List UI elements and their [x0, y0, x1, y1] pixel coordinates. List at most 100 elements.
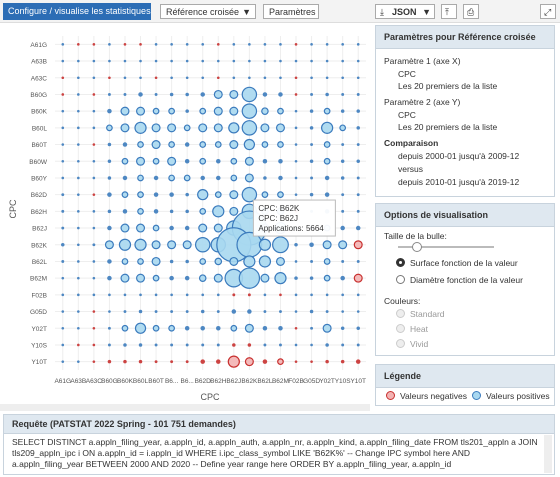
y-tick-label: Y02T	[31, 326, 47, 333]
bubble	[184, 175, 190, 181]
fullscreen-button[interactable]: ⤢	[540, 4, 556, 19]
tab[interactable]: Configure / visualise les statistiques	[3, 3, 151, 20]
scrollbar[interactable]	[0, 404, 370, 411]
query-scrollbar[interactable]	[544, 435, 552, 473]
bubble	[278, 92, 283, 97]
bubble	[264, 76, 267, 79]
bubble	[262, 108, 268, 114]
bubble	[216, 192, 222, 198]
tooltip: CPC: B62KCPC: B62JApplications: 5664	[253, 200, 335, 236]
bubble	[77, 344, 80, 347]
bubble	[263, 359, 268, 364]
bubble	[295, 93, 298, 96]
bubble	[242, 104, 256, 118]
bubble	[185, 326, 190, 331]
bubble	[279, 344, 282, 347]
y-tick-label: F02B	[31, 292, 47, 299]
x-tick-label: B60G	[101, 378, 118, 385]
colors-label: Couleurs:	[384, 296, 420, 306]
x-tick-label: B62D	[195, 378, 212, 385]
legend-swatch	[472, 391, 481, 400]
bubble	[169, 192, 174, 197]
bubble	[263, 92, 268, 97]
bubble	[61, 127, 64, 130]
bubble	[262, 192, 268, 198]
bubble	[123, 176, 128, 181]
bubble	[230, 207, 238, 215]
bubble	[122, 259, 128, 265]
size-area-option[interactable]: Surface fonction de la valeur	[396, 258, 518, 268]
option-text: Heat	[410, 324, 428, 334]
bubble	[108, 360, 111, 363]
param1-field: CPC	[398, 69, 416, 79]
bubble	[186, 310, 189, 313]
bubble	[310, 260, 313, 263]
bubble	[357, 193, 360, 196]
slider-handle[interactable]	[412, 242, 422, 252]
bubble	[357, 43, 360, 46]
mode-select[interactable]: Référence croisée▼	[160, 4, 256, 19]
query-panel: Requête (PATSTAT 2022 Spring - 101 751 d…	[3, 414, 555, 475]
bubble	[184, 125, 190, 131]
upload-button[interactable]: ⤒	[441, 4, 457, 19]
bubble	[325, 176, 330, 181]
bubble	[326, 60, 329, 63]
bubble	[61, 277, 64, 280]
bubble	[341, 143, 344, 146]
bubble	[153, 225, 159, 231]
bubble	[169, 276, 174, 281]
export-select[interactable]: JSON⤓▼	[375, 4, 435, 19]
bubble	[108, 210, 111, 213]
bubble	[154, 192, 159, 197]
scheme-option[interactable]: Standard	[396, 309, 445, 319]
scheme-option[interactable]: Heat	[396, 324, 428, 334]
bubble	[77, 110, 80, 113]
bubble	[107, 125, 113, 131]
comparison-label: Comparaison	[384, 138, 438, 148]
bubble	[275, 273, 286, 284]
bubble	[139, 76, 142, 79]
bubble	[216, 176, 221, 181]
print-button[interactable]: ⎙	[463, 4, 479, 19]
bubble	[294, 243, 297, 246]
bubble	[217, 76, 220, 79]
bubble	[198, 190, 208, 200]
bubble	[93, 177, 96, 180]
bubble	[200, 92, 205, 97]
x-tick-label: Y10S	[335, 378, 352, 385]
bubble	[229, 123, 239, 133]
bubble	[214, 124, 222, 132]
bubble	[233, 43, 236, 46]
bubble	[93, 327, 96, 330]
param2-label: Paramètre 2 (axe Y)	[384, 97, 460, 107]
size-diameter-option[interactable]: Diamètre fonction de la valeur	[396, 275, 523, 285]
bubble	[139, 310, 142, 313]
bubble	[139, 60, 142, 63]
bubble	[185, 93, 188, 96]
bubble	[310, 109, 313, 112]
bubble	[152, 141, 160, 149]
bubble	[108, 60, 111, 63]
bubble	[77, 127, 80, 130]
bubble	[294, 276, 297, 279]
radio	[396, 339, 405, 348]
bubble	[325, 343, 328, 346]
bubble	[357, 260, 360, 263]
tooltip-text: CPC: B62J	[258, 214, 298, 223]
bubble	[325, 192, 330, 197]
bubble	[123, 343, 126, 346]
params-button[interactable]: Paramètres	[263, 4, 319, 19]
bubble	[124, 294, 127, 297]
bubble	[323, 324, 331, 332]
bubble	[154, 209, 159, 214]
bubble	[295, 344, 298, 347]
size-label: Taille de la bulle:	[384, 231, 447, 241]
bubble	[295, 310, 298, 313]
comparison-from: depuis 2000-01 jusqu'à 2009-12	[398, 151, 519, 161]
bubble	[341, 43, 344, 46]
bubble	[77, 160, 80, 163]
bubble	[214, 107, 222, 115]
bubble	[310, 93, 313, 96]
bubble	[153, 325, 159, 331]
scheme-option[interactable]: Vivid	[396, 339, 428, 349]
